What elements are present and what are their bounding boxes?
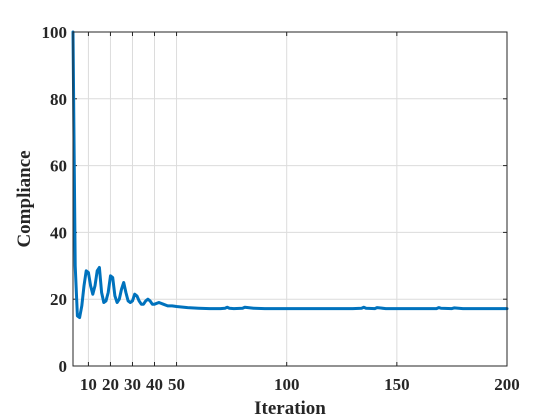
tick-labels: 10 20 30 40 50 100 150 200 0 20 40 60 80 100	[42, 23, 520, 394]
y-axis-label: Compliance	[14, 150, 35, 247]
x-tick-label: 50	[168, 375, 185, 394]
x-tick-label: 40	[146, 375, 163, 394]
y-tick-label: 20	[50, 290, 67, 309]
y-tick-label: 60	[50, 157, 67, 176]
y-tick-label: 40	[50, 223, 67, 242]
x-axis-label: Iteration	[254, 398, 326, 419]
x-tick-label: 20	[102, 375, 119, 394]
x-tick-label: 10	[80, 375, 97, 394]
series-group	[71, 30, 509, 320]
compliance-line	[71, 30, 509, 320]
x-tick-label: 150	[384, 375, 410, 394]
grid	[73, 31, 508, 367]
x-tick-label: 30	[124, 375, 141, 394]
plot-frame	[72, 31, 508, 367]
x-tick-label: 100	[274, 375, 300, 394]
y-tick-label: 100	[42, 23, 68, 42]
tick-marks	[73, 31, 508, 367]
y-tick-label: 80	[50, 90, 67, 109]
x-tick-label: 200	[494, 375, 520, 394]
y-tick-label: 0	[59, 357, 68, 376]
